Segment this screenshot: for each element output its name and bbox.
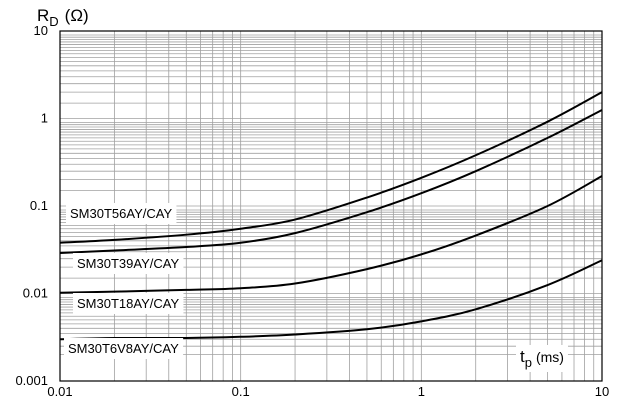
y-axis-title-sub: D (49, 14, 58, 29)
y-axis-title-main: R (37, 6, 49, 25)
series-label-background (64, 338, 184, 359)
y-axis-title: RD (Ω) (37, 6, 89, 29)
x-tick-label: 1 (418, 384, 425, 399)
series-label-background (73, 253, 184, 274)
series-label-4: SM30T6V8AY/CAY (68, 341, 179, 356)
x-axis-title-main: t (520, 347, 525, 366)
x-axis-title-background (516, 345, 568, 372)
series-curve-2 (59, 109, 603, 255)
series-curve-1 (59, 91, 603, 244)
x-tick-label: 0.1 (232, 384, 250, 399)
y-tick-label: 0.001 (15, 373, 48, 388)
y-tick-label: 10 (34, 23, 48, 38)
series-label-2: SM30T39AY/CAY (77, 256, 179, 271)
x-axis-title-unit: (ms) (536, 349, 564, 365)
series-labels: SM30T56AY/CAY SM30T39AY/CAY SM30T18AY/CAY S… (64, 203, 184, 359)
x-axis-title: tp (ms) (520, 347, 564, 370)
y-tick-label: 1 (41, 111, 48, 126)
series-curve-3 (59, 175, 603, 294)
x-axis-title-sub: p (525, 355, 532, 370)
series-label-background (66, 203, 177, 224)
x-tick-label: 0.01 (47, 384, 72, 399)
x-tick-label: 10 (595, 384, 609, 399)
y-tick-label: 0.01 (23, 286, 48, 301)
y-axis-title-unit: (Ω) (65, 6, 89, 25)
series-label-3: SM30T18AY/CAY (77, 296, 179, 311)
plot-frame (59, 30, 603, 382)
series-label-1: SM30T56AY/CAY (70, 206, 172, 221)
series-label-background (73, 293, 184, 314)
y-tick-label: 0.1 (30, 198, 48, 213)
